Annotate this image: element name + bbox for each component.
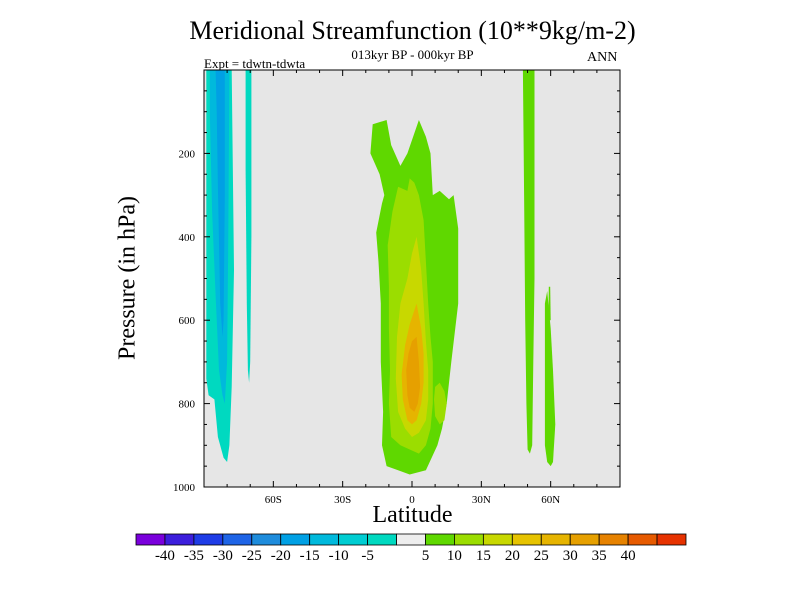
experiment-label: Expt = tdwtn-tdwta bbox=[204, 56, 306, 71]
x-tick-label: 30N bbox=[472, 494, 491, 506]
x-tick-label: 60N bbox=[541, 494, 560, 506]
contour-region-3 bbox=[245, 70, 252, 383]
season-label: ANN bbox=[587, 50, 618, 65]
colorbar-swatch bbox=[135, 533, 166, 546]
x-tick-label: 30S bbox=[334, 494, 351, 506]
colorbar-label: 35 bbox=[592, 548, 607, 564]
colorbar-swatch bbox=[338, 533, 368, 546]
x-tick-label: 60S bbox=[265, 494, 282, 506]
colorbar-label: -15 bbox=[300, 548, 320, 564]
colorbar-swatch bbox=[454, 533, 484, 546]
plot-frame bbox=[203, 69, 621, 488]
colorbar-label: 10 bbox=[447, 548, 462, 564]
colorbar-swatch bbox=[280, 533, 311, 546]
colorbar-label: -20 bbox=[271, 548, 291, 564]
y-tick-label: 600 bbox=[179, 315, 196, 327]
y-tick-label: 1000 bbox=[173, 482, 196, 494]
colorbar-swatch bbox=[569, 533, 600, 546]
colorbar-label: 5 bbox=[422, 548, 430, 564]
colorbar-swatch bbox=[627, 533, 658, 546]
contour-region-9 bbox=[434, 382, 447, 425]
colorbar-swatch bbox=[656, 533, 687, 546]
colorbar: -40 -35 -30 -25 -20 -15 -10 -5 5 10 15 20 25 30 35 40 bbox=[135, 533, 687, 564]
colorbar-swatch bbox=[251, 533, 282, 546]
colorbar-label: -30 bbox=[213, 548, 233, 564]
colorbar-swatch bbox=[482, 533, 513, 546]
colorbar-swatch bbox=[193, 533, 224, 546]
contour-region-8 bbox=[406, 336, 421, 412]
contour-region-10 bbox=[522, 70, 535, 454]
colorbar-swatch bbox=[309, 533, 340, 546]
colorbar-swatch bbox=[396, 533, 426, 546]
chart-subtitle: 013kyr BP - 000kyr BP bbox=[351, 47, 474, 62]
y-tick-label: 200 bbox=[179, 148, 196, 160]
contour-region-2 bbox=[215, 70, 225, 337]
colorbar-label: -10 bbox=[329, 548, 349, 564]
contour-region-12 bbox=[548, 286, 551, 321]
colorbar-swatch bbox=[425, 533, 455, 546]
x-tick-label: 0 bbox=[409, 494, 415, 506]
colorbar-label: -35 bbox=[184, 548, 204, 564]
colorbar-swatch bbox=[164, 533, 195, 546]
colorbar-label: -5 bbox=[361, 548, 374, 564]
x-axis-label: Latitude bbox=[372, 502, 453, 528]
y-tick-label: 400 bbox=[179, 232, 196, 244]
colorbar-swatch bbox=[367, 533, 397, 546]
colorbar-label: -40 bbox=[155, 548, 175, 564]
contour-region-11 bbox=[544, 291, 556, 467]
colorbar-swatch bbox=[222, 533, 253, 546]
y-tick-label: 800 bbox=[179, 399, 196, 411]
colorbar-label: 15 bbox=[476, 548, 491, 564]
colorbar-label: 25 bbox=[534, 548, 549, 564]
chart-title: Meridional Streamfunction (10**9kg/m-2) bbox=[189, 16, 636, 45]
colorbar-swatch bbox=[598, 533, 629, 546]
axis-ticks: 60S 30S 0 30N 60N 200 400 600 800 1000 bbox=[173, 70, 620, 506]
colorbar-swatch bbox=[540, 533, 571, 546]
colorbar-label: -25 bbox=[242, 548, 262, 564]
colorbar-label: 30 bbox=[563, 548, 578, 564]
colorbar-swatch bbox=[511, 533, 542, 546]
contour-regions bbox=[206, 70, 556, 475]
colorbar-label: 20 bbox=[505, 548, 520, 564]
colorbar-label: 40 bbox=[621, 548, 636, 564]
